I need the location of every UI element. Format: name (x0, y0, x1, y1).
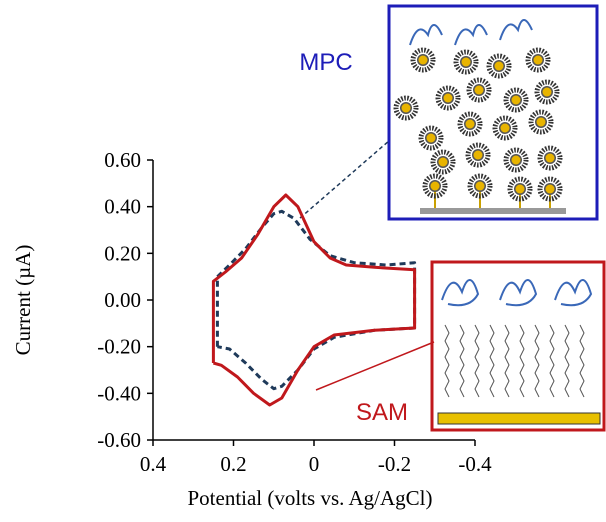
y-tick-label: 0.60 (104, 148, 141, 172)
y-axis-title: Current (µA) (11, 245, 35, 356)
x-tick-label: -0.2 (378, 452, 411, 476)
y-tick-label: 0.40 (104, 195, 141, 219)
legend-label: SAM (356, 399, 408, 426)
sam-inset (432, 262, 604, 430)
chart: Potential (volts vs. Ag/AgCl) Current (µ… (0, 0, 606, 522)
y-tick-label: 0.20 (104, 241, 141, 265)
legend-label: MPC (299, 49, 352, 76)
x-axis-title: Potential (volts vs. Ag/AgCl) (187, 486, 432, 510)
sam-connector (316, 342, 434, 390)
mpc-connector (300, 140, 390, 218)
y-tick-label: -0.20 (97, 335, 141, 359)
series-line (213, 195, 414, 405)
y-tick-label: -0.60 (97, 428, 141, 452)
x-tick-label: 0 (309, 452, 320, 476)
x-tick-label: 0.2 (220, 452, 246, 476)
y-tick-label: -0.40 (97, 381, 141, 405)
y-tick-label: 0.00 (104, 288, 141, 312)
x-tick-label: 0.4 (140, 452, 167, 476)
x-tick-label: -0.4 (458, 452, 492, 476)
mpc-inset (389, 6, 597, 219)
